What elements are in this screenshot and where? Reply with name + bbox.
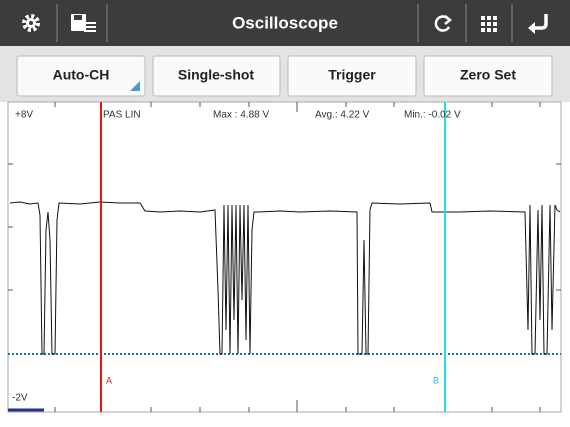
grid-icon[interactable] — [481, 16, 497, 32]
avg-label: Avg.: 4.22 V — [315, 110, 370, 121]
button-label: Zero Set — [460, 67, 516, 83]
mode-label: PAS LIN — [103, 110, 141, 121]
toolbar-title: Oscilloscope — [232, 13, 338, 32]
button[interactable]: Single-shot — [152, 55, 281, 97]
button-label: Trigger — [328, 67, 376, 83]
waveform — [9, 201, 561, 355]
scope-ticks — [8, 102, 561, 412]
refresh-icon[interactable] — [434, 15, 453, 32]
y-top-label: +8V — [15, 110, 33, 121]
back-icon[interactable] — [528, 14, 548, 34]
button[interactable]: Auto-CH — [16, 55, 146, 97]
button[interactable]: Zero Set — [423, 55, 553, 97]
cursor-label: A — [106, 375, 112, 385]
save-icon[interactable] — [71, 14, 96, 32]
max-label: Max : 4.88 V — [213, 110, 269, 121]
y-bottom-label: -2V — [12, 393, 28, 404]
button-label: Auto-CH — [53, 67, 110, 83]
button-label: Single-shot — [178, 67, 255, 83]
cursor-label: B — [433, 375, 439, 385]
min-label: Min.: -0.02 V — [404, 110, 461, 121]
settings-icon[interactable] — [22, 14, 40, 32]
scope-area — [7, 101, 562, 413]
button[interactable]: Trigger — [287, 55, 417, 97]
toolbar-separators — [56, 4, 513, 42]
